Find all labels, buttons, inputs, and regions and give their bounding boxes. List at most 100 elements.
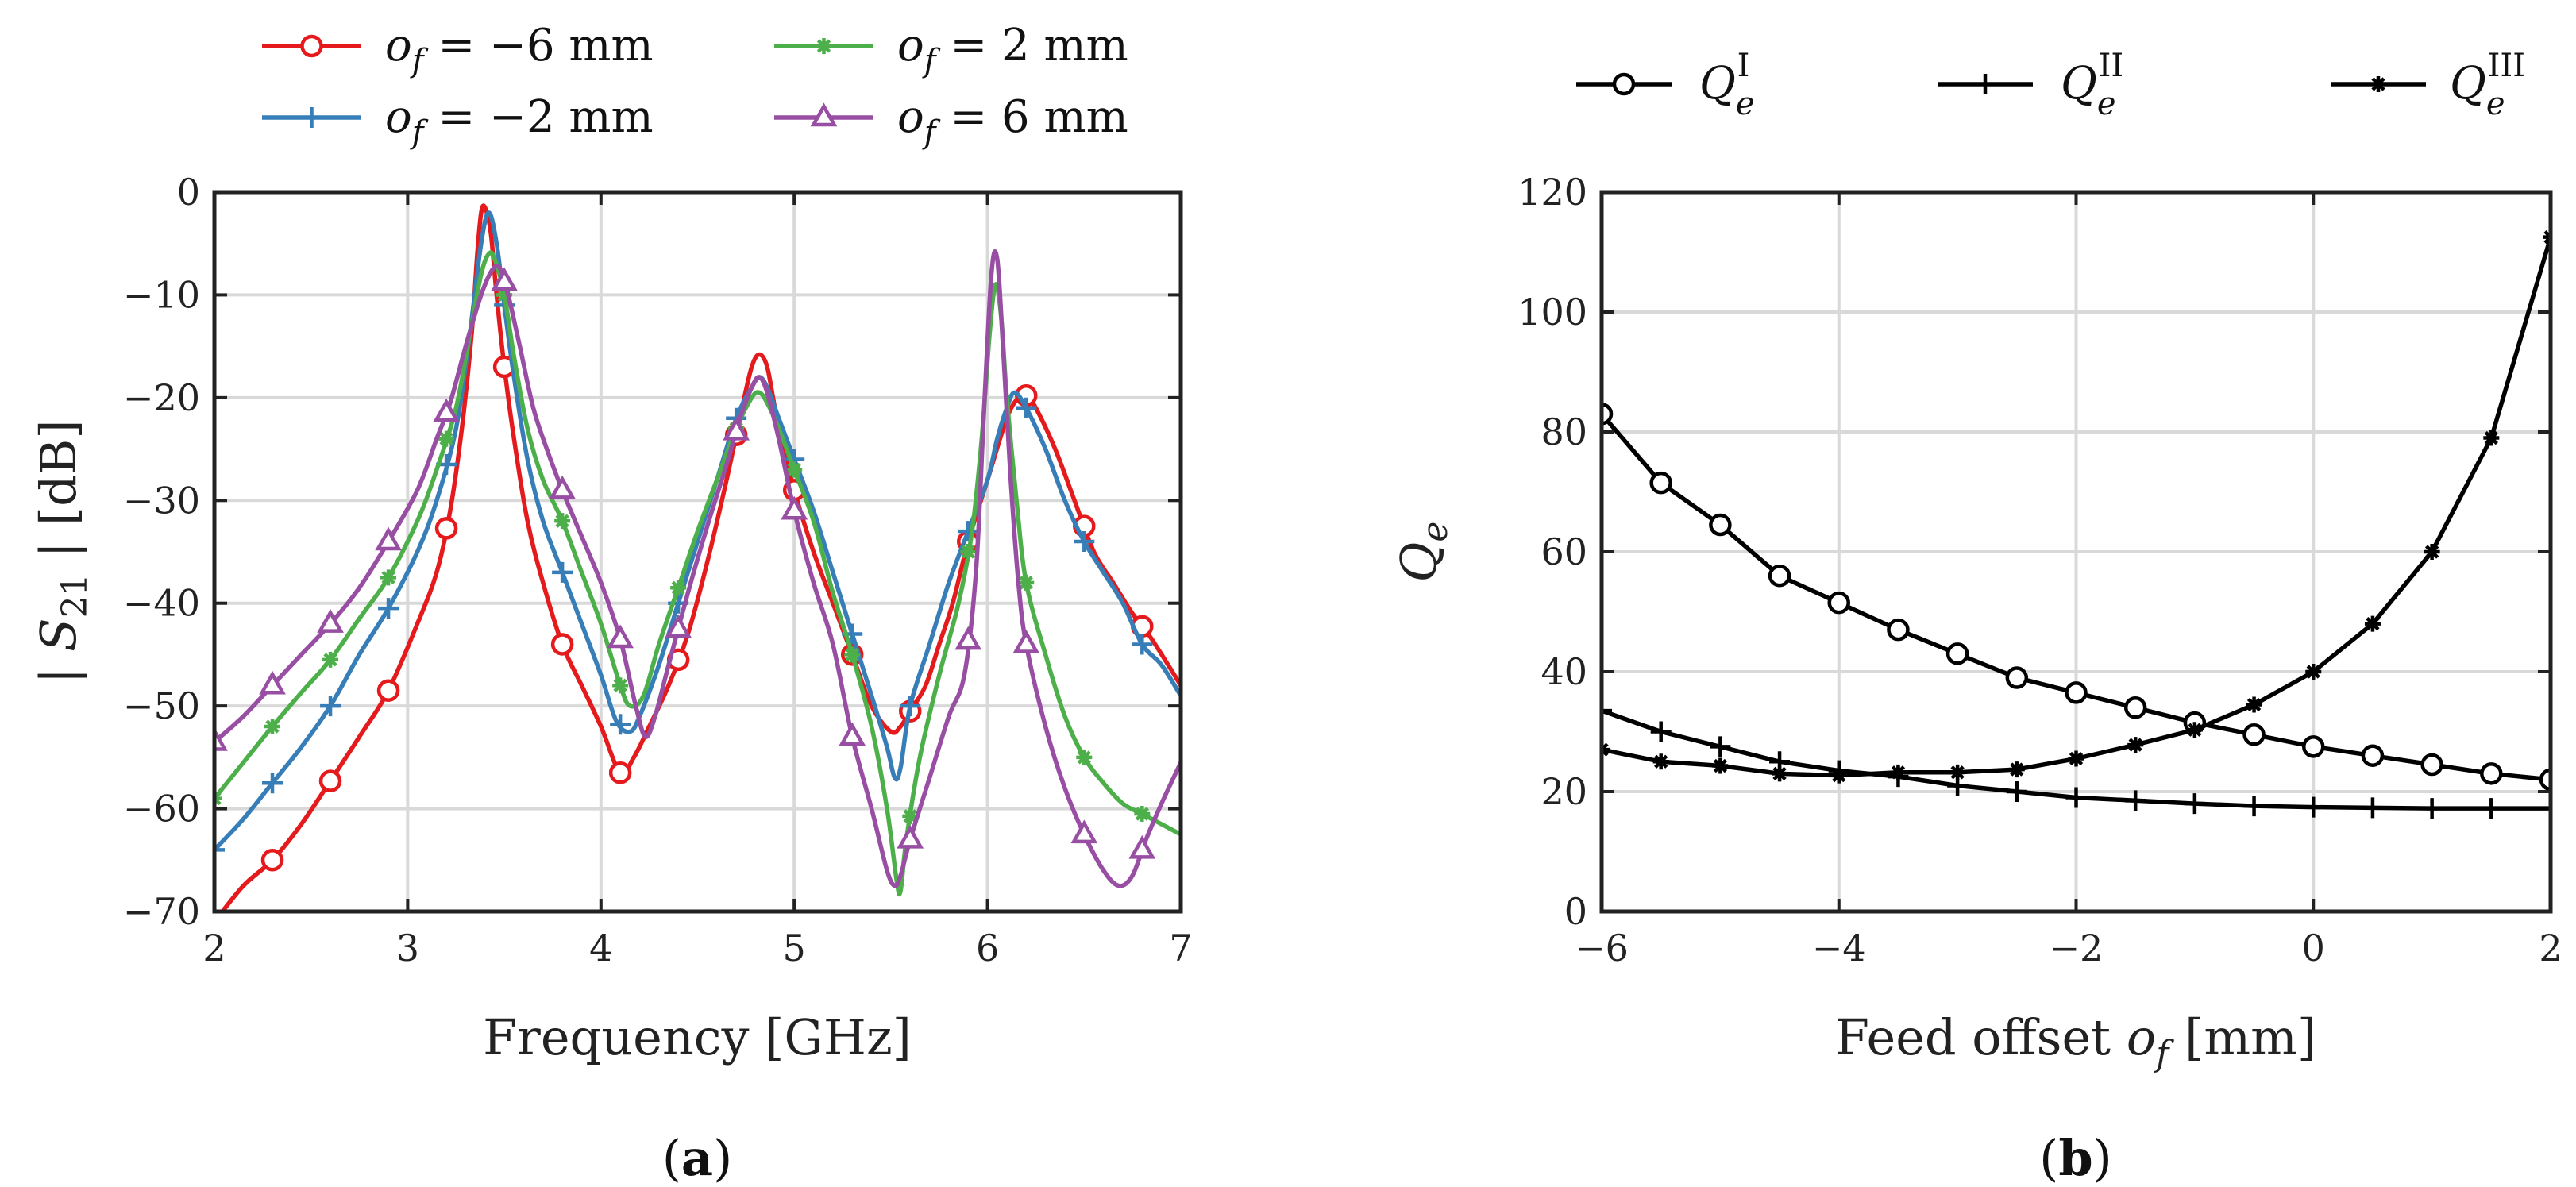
- legend-entry-b-0: QeI: [1576, 48, 1755, 122]
- y-tick-label: −70: [123, 890, 200, 933]
- panel-b-x-axis-label: Feed offset of [mm]: [1835, 1008, 2316, 1074]
- data-point-marker: [1949, 764, 1966, 780]
- legend-entry-b-2: QeIII: [2331, 48, 2525, 122]
- legend-marker: [1612, 72, 1636, 96]
- data-point-marker: [2361, 744, 2385, 767]
- data-point-marker: [1012, 629, 1040, 653]
- y-tick-label: 100: [1517, 291, 1587, 333]
- data-point-marker: [2421, 798, 2443, 819]
- data-point-marker: [612, 677, 629, 694]
- data-point-marker: [960, 544, 977, 560]
- data-point-marker: [1134, 806, 1151, 823]
- legend-marker: [810, 102, 838, 127]
- legend-marker: [1975, 74, 1996, 94]
- panel-a-chart: 2 3 4 5 6 7 0 −10 −20 −30 −40 −50 −60 −70 Frequency …: [29, 20, 1193, 1187]
- data-point-marker: [607, 624, 634, 649]
- data-point-marker: [1128, 834, 1156, 859]
- data-point-marker: [1602, 700, 1612, 722]
- data-point-marker: [2364, 615, 2381, 632]
- panel-a-plot-frame: [212, 190, 1183, 914]
- y-tick-label: 40: [1541, 650, 1587, 693]
- legend-label: of = −6 mm: [385, 20, 654, 79]
- data-point-marker: [378, 598, 399, 619]
- data-point-marker: [1074, 531, 1095, 553]
- data-point-marker: [2123, 696, 2147, 719]
- data-point-marker: [2065, 681, 2088, 704]
- y-tick-label: 0: [177, 171, 200, 214]
- x-tick-label: −4: [1812, 927, 1866, 969]
- legend-label: QeI: [1699, 48, 1755, 122]
- data-point-marker: [376, 679, 400, 702]
- data-point-marker: [839, 722, 866, 746]
- data-point-marker: [550, 633, 574, 656]
- data-point-marker: [2420, 753, 2443, 777]
- legend-label: of = 6 mm: [897, 91, 1128, 151]
- legend-label: of = 2 mm: [897, 20, 1128, 79]
- panel-a-y-axis-label: | S21 | [dB]: [29, 419, 95, 684]
- data-point-marker: [259, 670, 286, 695]
- data-point-marker: [375, 526, 402, 551]
- data-point-marker: [1772, 765, 1788, 782]
- data-point-marker: [549, 475, 576, 499]
- data-point-marker: [1768, 564, 1791, 588]
- y-tick-label: 120: [1517, 171, 1587, 214]
- panel-a-ticks: [213, 191, 1182, 913]
- series-b-0: [1602, 403, 2551, 792]
- panel-a-x-axis-label: Frequency [GHz]: [483, 1008, 912, 1066]
- legend-entry-a-0: of = −6 mm: [262, 20, 654, 79]
- legend-entry-a-2: of = 2 mm: [774, 20, 1128, 79]
- data-point-marker: [2246, 696, 2262, 713]
- data-point-marker: [2481, 798, 2502, 819]
- legend-marker: [816, 38, 832, 54]
- y-tick-label: 20: [1541, 770, 1587, 813]
- panel-a-caption: (a): [662, 1129, 733, 1187]
- data-point-marker: [2305, 664, 2322, 680]
- data-point-marker: [1070, 819, 1098, 844]
- data-point-marker: [2065, 787, 2087, 808]
- data-point-marker: [610, 714, 631, 735]
- series-line: [214, 250, 1181, 897]
- data-point-marker: [214, 726, 228, 751]
- data-point-marker: [2243, 796, 2265, 817]
- data-point-marker: [958, 521, 979, 542]
- data-point-marker: [1830, 767, 1847, 784]
- data-point-marker: [954, 626, 982, 650]
- series-a-1: [214, 210, 1181, 861]
- x-tick-label: 4: [589, 927, 612, 969]
- y-tick-label: −30: [123, 479, 200, 522]
- y-tick-label: −20: [123, 376, 200, 419]
- legend-entry-a-1: of = −2 mm: [262, 91, 654, 151]
- data-point-marker: [1132, 634, 1153, 655]
- data-point-marker: [723, 416, 750, 441]
- data-point-marker: [1652, 753, 1669, 770]
- data-point-marker: [1016, 397, 1037, 418]
- y-tick-label: 80: [1541, 410, 1587, 453]
- y-tick-label: 60: [1541, 530, 1587, 573]
- data-point-marker: [608, 761, 632, 784]
- x-tick-label: 6: [976, 927, 999, 969]
- data-point-marker: [260, 849, 284, 872]
- data-point-marker: [552, 561, 573, 583]
- data-point-marker: [1018, 574, 1035, 591]
- data-point-marker: [1827, 591, 1850, 615]
- data-point-marker: [322, 651, 339, 668]
- x-tick-label: 3: [396, 927, 419, 969]
- data-point-marker: [320, 696, 341, 717]
- data-point-marker: [902, 807, 919, 824]
- data-point-marker: [2424, 544, 2440, 560]
- data-point-marker: [2480, 762, 2503, 785]
- x-tick-label: 0: [2302, 927, 2325, 969]
- data-point-marker: [1887, 618, 1910, 642]
- data-point-marker: [1945, 642, 1969, 665]
- panel-a-y-tick-labels: 0 −10 −20 −30 −40 −50 −60 −70: [123, 171, 200, 933]
- data-point-marker: [844, 646, 861, 663]
- data-point-marker: [2005, 666, 2029, 689]
- x-tick-label: −2: [2050, 927, 2104, 969]
- data-point-marker: [1712, 757, 1729, 774]
- data-point-marker: [786, 461, 803, 478]
- data-point-marker: [2483, 430, 2500, 446]
- data-point-marker: [781, 495, 808, 520]
- data-point-marker: [2125, 790, 2146, 811]
- data-point-marker: [2006, 781, 2027, 802]
- data-point-marker: [2068, 750, 2084, 767]
